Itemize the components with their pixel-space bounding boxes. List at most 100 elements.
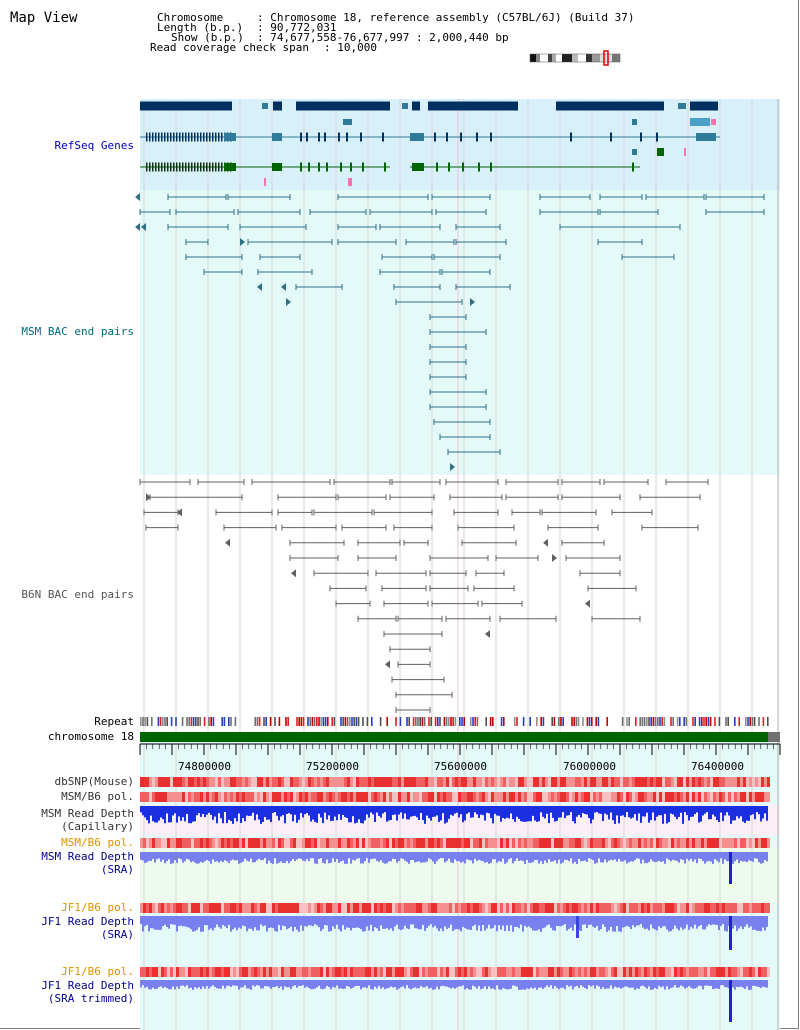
track-label-b6n-bac[interactable]: B6N BAC end pairs (21, 588, 134, 601)
jf1-trimmed-depth-bar (520, 980, 522, 990)
jf1-trimmed-depth-bar (152, 980, 154, 988)
dbsnp-heat-cell (608, 777, 611, 787)
jf1-b6-pol-heat-cell (494, 903, 497, 913)
msm-b6-pol-heat-cell (566, 792, 569, 802)
jf1-sra-depth-bar (202, 916, 204, 932)
repeat-element (734, 717, 736, 726)
jf1-trimmed-depth-bar (266, 980, 268, 987)
refseq-exon (155, 162, 157, 172)
jf1-trimmed-depth-bar (488, 980, 490, 987)
jf1-sra-depth-bar (460, 916, 462, 932)
jf1-sra-depth-bar (592, 916, 594, 927)
repeat-element (258, 717, 261, 726)
msm-sra-depth-bar (148, 852, 150, 861)
jf1-sra-depth-bar (446, 916, 448, 930)
jf1-trimmed-depth-bar (528, 980, 530, 990)
refseq-exon (200, 162, 202, 172)
repeat-element (170, 717, 173, 726)
msm-capillary-depth-bar (242, 806, 244, 819)
msm-sra-depth-bar (736, 852, 738, 860)
jf1-trimmed-depth-bar (502, 980, 504, 989)
jf1-b6-pol-heat-cell (428, 967, 431, 977)
dbsnp-heat-cell (356, 777, 359, 787)
header-show-value: : 74,677,558-76,677,997 : 2,000,440 bp (257, 31, 509, 44)
msm-capillary-depth-bar (372, 806, 374, 815)
msm-b6-pol-heat-cell (365, 838, 368, 848)
msm-sra-depth-bar (510, 852, 512, 859)
jf1-trimmed-depth-bar (496, 980, 498, 986)
msm-b6-pol-heat-cell (227, 792, 230, 802)
repeat-element (415, 717, 417, 726)
msm-b6-pol-heat-cell (218, 792, 221, 802)
msm-sra-depth-bar (474, 852, 476, 859)
msm-sra-depth-bar (478, 852, 480, 860)
msm-sra-depth-bar (334, 852, 336, 862)
jf1-trimmed-depth-bar (436, 980, 438, 987)
jf1-sra-depth-bar (156, 916, 158, 930)
jf1-b6-pol-heat-cell (176, 967, 179, 977)
jf1-b6-pol-heat-cell (692, 967, 695, 977)
repeat-element (346, 717, 349, 726)
jf1-b6-pol-heat-cell (461, 903, 464, 913)
msm-capillary-depth-bar (392, 806, 394, 815)
msm-b6-pol-heat-cell (281, 792, 284, 802)
msm-b6-pol-heat-cell (314, 838, 317, 848)
jf1-b6-pol-heat-cell (236, 903, 239, 913)
dbsnp-heat-cell (503, 777, 506, 787)
jf1-b6-pol-heat-cell (611, 903, 614, 913)
msm-b6-pol-heat-cell (275, 838, 278, 848)
jf1-b6-pol-heat-cell (680, 967, 683, 977)
msm-b6-pol-heat-cell (644, 792, 647, 802)
jf1-b6-pol-heat-cell (500, 967, 503, 977)
repeat-element (762, 717, 765, 726)
jf1-b6-pol-heat-cell (407, 903, 410, 913)
jf1-trimmed-depth-bar (442, 980, 444, 986)
msm-sra-depth-bar (626, 852, 628, 864)
jf1-sra-depth-bar (746, 916, 748, 925)
msm-b6-pol-heat-cell (410, 792, 413, 802)
repeat-element (588, 717, 591, 726)
jf1-b6-pol-heat-cell (533, 967, 536, 977)
msm-b6-pol-heat-cell (206, 838, 209, 848)
dbsnp-heat-cell (248, 777, 251, 787)
msm-sra-depth-bar (700, 852, 702, 859)
dbsnp-heat-cell (278, 777, 281, 787)
msm-b6-pol-heat-cell (308, 838, 311, 848)
msm-capillary-depth-bar (158, 806, 160, 821)
jf1-trimmed-depth-bar (492, 980, 494, 989)
msm-b6-pol-heat-cell (449, 792, 452, 802)
msm-sra-depth-bar (592, 852, 594, 861)
jf1-b6-pol-heat-cell (587, 967, 590, 977)
repeat-element (463, 717, 465, 726)
msm-capillary-depth-bar (164, 806, 166, 824)
jf1-b6-pol-heat-cell (269, 967, 272, 977)
msm-capillary-depth-bar (662, 806, 664, 824)
refseq-exon (167, 132, 169, 142)
jf1-trimmed-depth-bar (182, 980, 184, 986)
msm-capillary-depth-bar (144, 806, 146, 818)
msm-sra-depth-bar (408, 852, 410, 864)
repeat-element (522, 717, 525, 726)
msm-b6-pol-heat-cell (617, 838, 620, 848)
dbsnp-heat-cell (272, 777, 275, 787)
track-label-msm-bac[interactable]: MSM BAC end pairs (21, 325, 134, 338)
msm-b6-pol-heat-cell (461, 838, 464, 848)
msm-sra-depth-bar (216, 852, 218, 862)
dbsnp-heat-cell (629, 777, 632, 787)
dbsnp-heat-cell (638, 777, 641, 787)
track-label-refseq[interactable]: RefSeq Genes (54, 139, 134, 152)
jf1-b6-pol-heat-cell (632, 903, 635, 913)
jf1-trimmed-depth-bar (308, 980, 310, 989)
jf1-sra-depth-bar (510, 916, 512, 926)
jf1-trimmed-depth-bar (204, 980, 206, 989)
jf1-b6-pol-heat-cell (557, 903, 560, 913)
jf1-sra-depth-bar (670, 916, 672, 932)
jf1-trimmed-depth-bar (248, 980, 250, 989)
jf1-b6-pol-heat-cell (401, 903, 404, 913)
jf1-sra-depth-bar (556, 916, 558, 927)
msm-capillary-depth-bar (318, 806, 320, 814)
msm-b6-pol-heat-cell (488, 838, 491, 848)
jf1-b6-pol-heat-cell (167, 967, 170, 977)
dbsnp-heat-cell (515, 777, 518, 787)
dbsnp-heat-cell (221, 777, 224, 787)
